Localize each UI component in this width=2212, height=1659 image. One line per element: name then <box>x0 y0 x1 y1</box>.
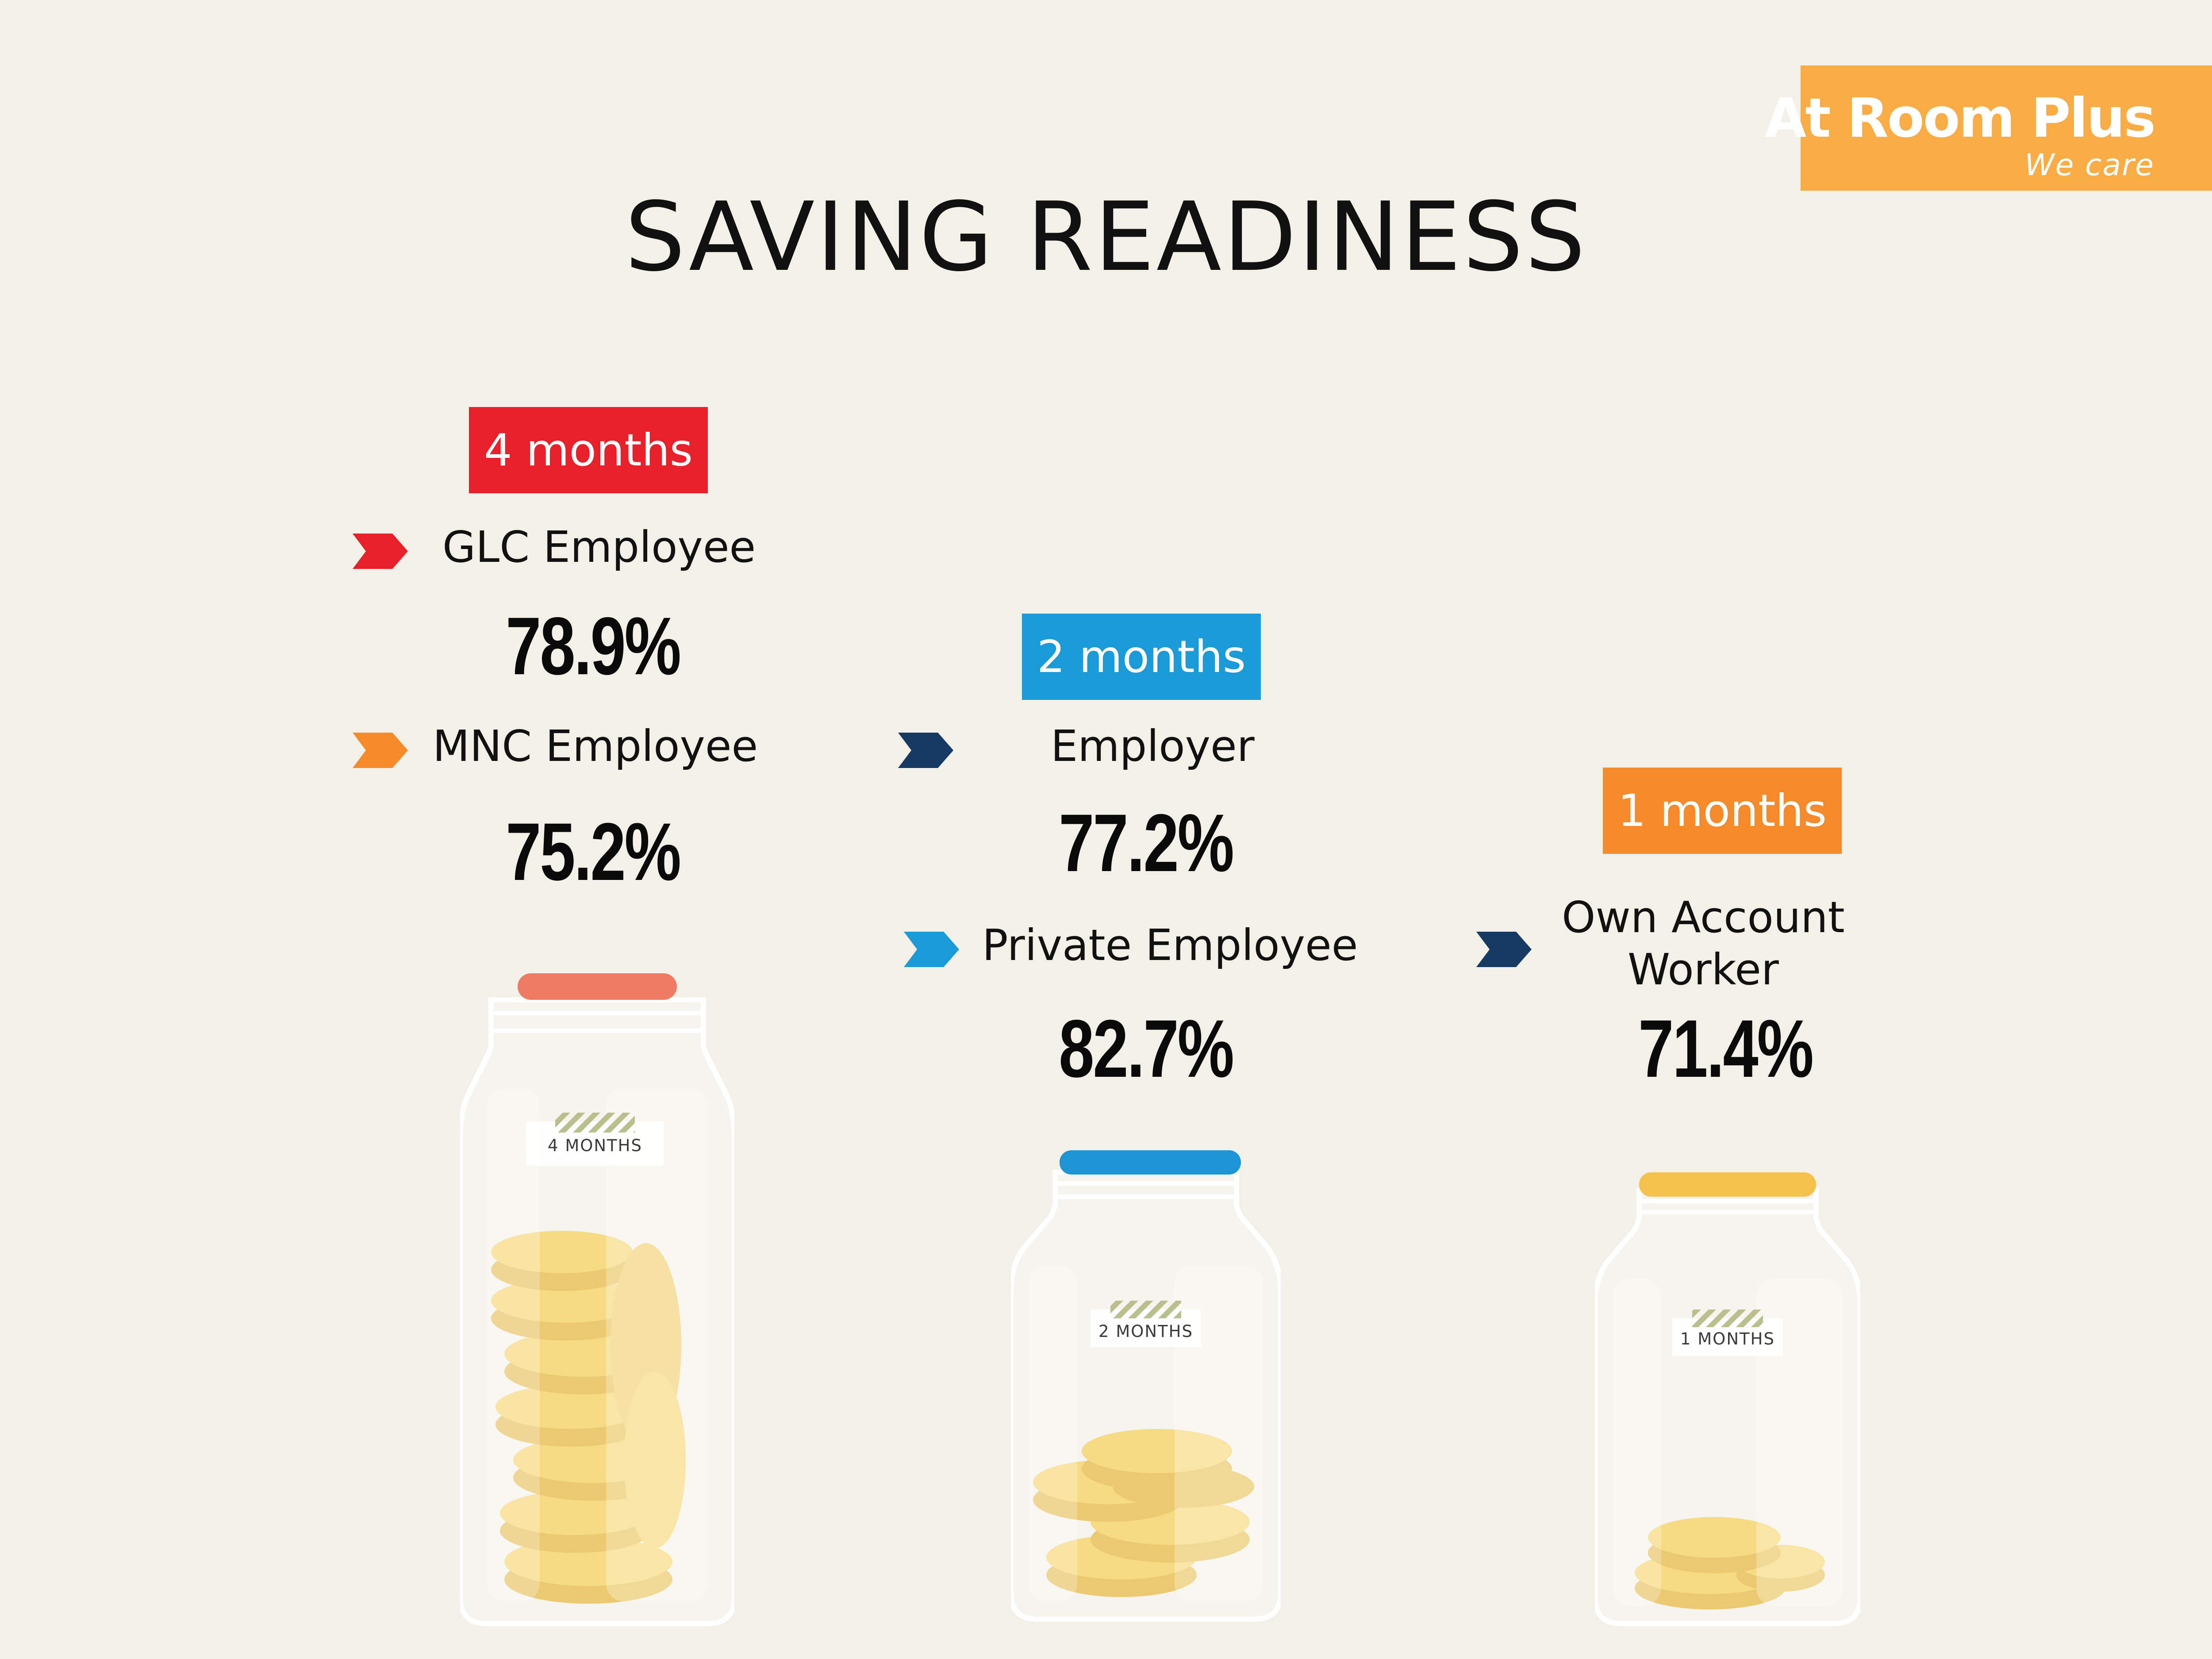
category-label-glc: GLC Employee <box>442 522 756 572</box>
brand-tagline: We care <box>2024 148 2154 183</box>
category-label-mnc: MNC Employee <box>433 721 758 771</box>
category-label-line-1: Own Account <box>1562 892 1845 942</box>
savings-jar-1-month <box>1595 1172 1860 1626</box>
percentage-mnc: 75.2% <box>506 806 681 898</box>
brand-logo: At Room Plus We care <box>1765 65 2212 191</box>
chevron-right-icon <box>353 733 408 768</box>
chevron-right-icon <box>898 733 953 768</box>
percentage-own-account-worker: 71.4% <box>1638 1003 1814 1094</box>
chevron-right-icon <box>353 534 408 569</box>
jar-label-4-months: 4 MONTHS <box>548 1136 642 1155</box>
savings-jar-2-months <box>1011 1150 1281 1622</box>
month-tag-4: 4 months <box>469 407 708 493</box>
percentage-glc: 78.9% <box>506 601 681 692</box>
jar-label-2-months: 2 MONTHS <box>1098 1322 1193 1341</box>
brand-name: At Room Plus <box>1764 87 2156 150</box>
month-tag-1: 1 months <box>1603 768 1842 854</box>
jar-label-1-month: 1 MONTHS <box>1680 1329 1775 1348</box>
coin-stack <box>1635 1517 1825 1609</box>
percentage-private-employee: 82.7% <box>1059 1003 1234 1094</box>
month-tag-2: 2 months <box>1022 614 1261 700</box>
category-label-line-2: Worker <box>1628 945 1779 995</box>
chevron-right-icon <box>904 932 959 967</box>
percentage-employer: 77.2% <box>1059 798 1234 889</box>
page-title: SAVING READINESS <box>625 181 1587 292</box>
category-label-employer: Employer <box>1051 721 1255 771</box>
coin-stack <box>491 1231 686 1604</box>
chevron-right-icon <box>1476 932 1532 967</box>
category-label-private-employee: Private Employee <box>982 920 1358 970</box>
coin-stack <box>1033 1429 1254 1597</box>
savings-jar-4-months <box>460 973 734 1626</box>
category-label-own-account-worker: Own Account Worker <box>1548 891 1858 996</box>
